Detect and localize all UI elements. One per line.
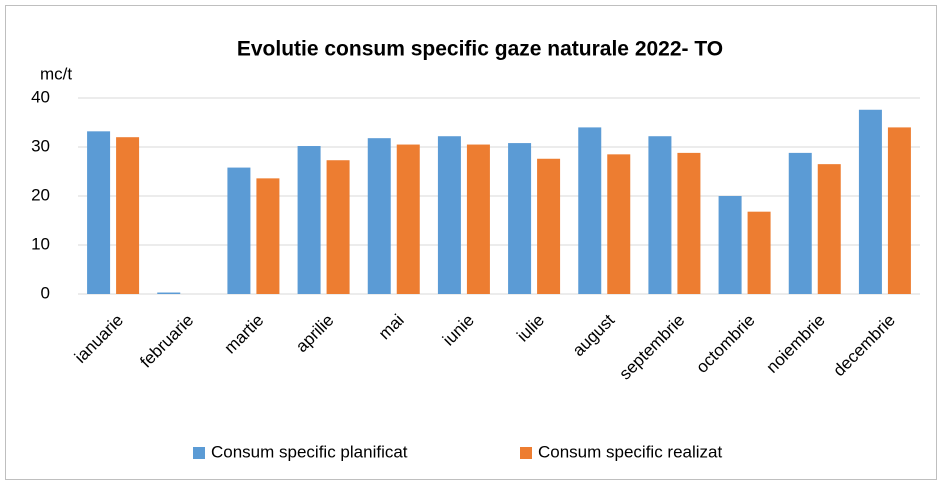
- bar: [887, 127, 911, 295]
- bar: [157, 292, 181, 294]
- y-axis-label: mc/t: [40, 64, 72, 83]
- bar: [116, 137, 140, 294]
- y-tick-label: 10: [31, 234, 50, 253]
- bar: [437, 136, 461, 294]
- bar: [858, 109, 882, 294]
- bar: [326, 160, 350, 294]
- bar: [578, 127, 602, 295]
- legend-label: Consum specific planificat: [211, 442, 408, 461]
- bar: [747, 211, 771, 294]
- bar: [367, 138, 391, 294]
- bar: [87, 131, 111, 294]
- chart-title: Evolutie consum specific gaze naturale 2…: [237, 38, 723, 61]
- bar: [677, 152, 701, 294]
- bar: [607, 154, 631, 294]
- y-tick-label: 40: [31, 87, 50, 106]
- y-tick-label: 30: [31, 136, 50, 155]
- bar: [508, 143, 532, 294]
- bar: [227, 167, 251, 294]
- bar: [817, 164, 841, 294]
- bar: [256, 178, 280, 294]
- y-tick-label: 0: [41, 283, 50, 302]
- y-tick-label: 20: [31, 185, 50, 204]
- bar: [396, 144, 420, 294]
- bar: [466, 144, 490, 294]
- legend-swatch: [193, 447, 205, 459]
- bar: [648, 136, 672, 294]
- bar: [718, 196, 742, 294]
- legend-label: Consum specific realizat: [538, 442, 723, 461]
- bar: [537, 158, 561, 294]
- bar: [788, 152, 812, 294]
- legend-swatch: [520, 447, 532, 459]
- bar: [297, 146, 321, 294]
